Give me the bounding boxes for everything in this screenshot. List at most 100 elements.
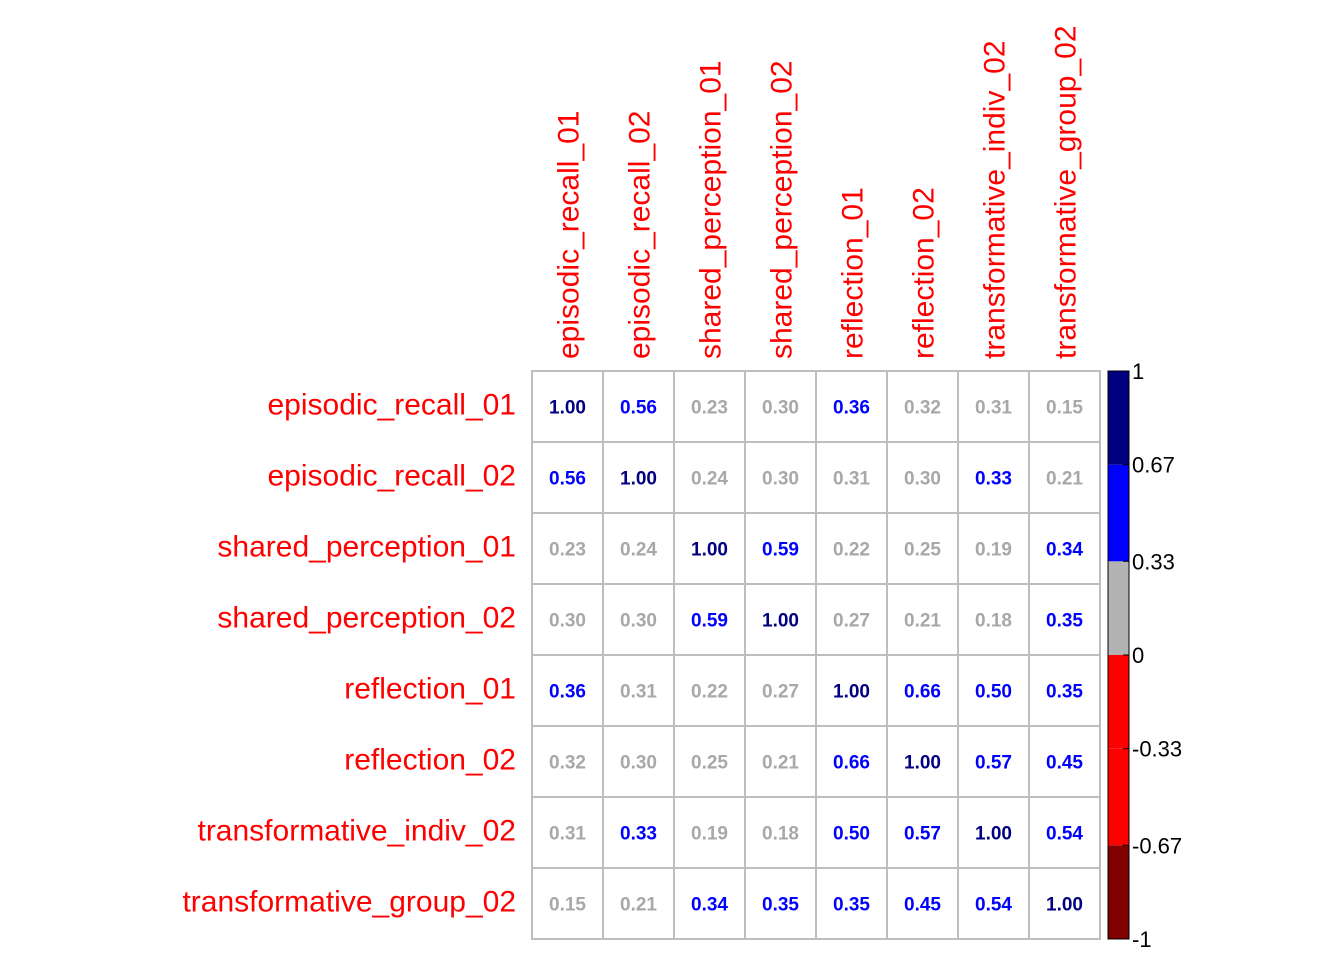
cell-r3-c2 (673, 583, 746, 656)
cell-r2-c1 (602, 512, 675, 585)
cell-value-r7-c7: 1.00 (1046, 895, 1083, 916)
cell-r1-c1 (602, 441, 675, 514)
cell-r7-c2 (673, 867, 746, 940)
row-label-episodic_recall_01: episodic_recall_01 (268, 389, 517, 422)
cell-value-r1-c3: 0.30 (762, 469, 799, 490)
cell-value-r3-c0: 0.30 (549, 611, 586, 632)
cell-value-r6-c1: 0.33 (620, 824, 657, 845)
cell-value-r1-c6: 0.33 (975, 469, 1012, 490)
cell-value-r2-c4: 0.22 (833, 540, 870, 561)
cell-r2-c3 (744, 512, 817, 585)
cell-value-r3-c2: 0.59 (691, 611, 728, 632)
cell-r0-c5 (886, 370, 959, 443)
cell-value-r1-c2: 0.24 (691, 469, 728, 490)
cell-r5-c5 (886, 725, 959, 798)
colorbar-tick-label-5: -0.67 (1132, 833, 1182, 858)
cell-value-r5-c0: 0.32 (549, 753, 586, 774)
cell-value-r1-c5: 0.30 (904, 469, 941, 490)
cell-r6-c6 (957, 796, 1030, 869)
cell-value-r7-c3: 0.35 (762, 895, 799, 916)
col-label-episodic_recall_02: episodic_recall_02 (624, 111, 657, 360)
cell-value-r2-c2: 1.00 (691, 540, 728, 561)
cell-value-r7-c0: 0.15 (549, 895, 586, 916)
cell-value-r3-c4: 0.27 (833, 611, 870, 632)
row-label-transformative_indiv_02: transformative_indiv_02 (197, 815, 516, 848)
cell-r6-c4 (815, 796, 888, 869)
cell-r1-c3 (744, 441, 817, 514)
cell-value-r4-c7: 0.35 (1046, 682, 1083, 703)
cell-r5-c6 (957, 725, 1030, 798)
cell-value-r4-c0: 0.36 (549, 682, 586, 703)
cell-value-r1-c1: 1.00 (620, 469, 657, 490)
cell-value-r6-c6: 1.00 (975, 824, 1012, 845)
cell-value-r5-c3: 0.21 (762, 753, 799, 774)
cell-value-r7-c2: 0.34 (691, 895, 728, 916)
cell-value-r5-c1: 0.30 (620, 753, 657, 774)
colorbar-bin-4 (1108, 464, 1129, 562)
colorbar-tick-label-6: -1 (1132, 927, 1152, 952)
cell-value-r1-c0: 0.56 (549, 469, 586, 490)
col-label-reflection_02: reflection_02 (908, 187, 941, 359)
cell-r7-c0 (531, 867, 604, 940)
cell-r3-c6 (957, 583, 1030, 656)
colorbar-bin-5 (1108, 371, 1129, 465)
col-label-transformative_group_02: transformative_group_02 (1050, 25, 1083, 359)
cell-value-r5-c7: 0.45 (1046, 753, 1083, 774)
cell-value-r2-c5: 0.25 (904, 540, 941, 561)
row-label-reflection_02: reflection_02 (344, 744, 516, 777)
cell-value-r7-c4: 0.35 (833, 895, 870, 916)
cell-value-r3-c6: 0.18 (975, 611, 1012, 632)
cell-r0-c1 (602, 370, 675, 443)
row-label-episodic_recall_02: episodic_recall_02 (268, 460, 517, 493)
row-label-shared_perception_01: shared_perception_01 (217, 531, 516, 564)
row-label-transformative_group_02: transformative_group_02 (182, 886, 516, 919)
cell-value-r7-c6: 0.54 (975, 895, 1012, 916)
cell-r3-c4 (815, 583, 888, 656)
cell-value-r0-c1: 0.56 (620, 398, 657, 419)
cell-value-r0-c5: 0.32 (904, 398, 941, 419)
cell-value-r1-c4: 0.31 (833, 469, 870, 490)
cell-value-r0-c2: 0.23 (691, 398, 728, 419)
col-label-shared_perception_01: shared_perception_01 (695, 60, 728, 359)
col-label-episodic_recall_01: episodic_recall_01 (553, 111, 586, 360)
cell-value-r2-c0: 0.23 (549, 540, 586, 561)
cell-r0-c0 (531, 370, 604, 443)
colorbar-tick-label-2: 0.33 (1132, 549, 1175, 574)
cell-value-r6-c4: 0.50 (833, 824, 870, 845)
cell-value-r3-c7: 0.35 (1046, 611, 1083, 632)
colorbar-bin-3 (1108, 561, 1129, 655)
colorbar-bin-0 (1108, 845, 1129, 939)
cell-r6-c0 (531, 796, 604, 869)
colorbar-tick-label-1: 0.67 (1132, 453, 1175, 478)
cell-value-r2-c7: 0.34 (1046, 540, 1083, 561)
cell-value-r0-c4: 0.36 (833, 398, 870, 419)
cell-value-r6-c2: 0.19 (691, 824, 728, 845)
cell-r2-c5 (886, 512, 959, 585)
cell-value-r7-c5: 0.45 (904, 895, 941, 916)
cell-value-r4-c6: 0.50 (975, 682, 1012, 703)
cell-value-r5-c4: 0.66 (833, 753, 870, 774)
cell-r5-c7 (1028, 725, 1101, 798)
cell-value-r4-c1: 0.31 (620, 682, 657, 703)
cell-r6-c5 (886, 796, 959, 869)
cell-value-r3-c5: 0.21 (904, 611, 941, 632)
cell-r2-c2 (673, 512, 746, 585)
cell-value-r4-c3: 0.27 (762, 682, 799, 703)
cell-value-r6-c0: 0.31 (549, 824, 586, 845)
row-label-reflection_01: reflection_01 (344, 673, 516, 706)
colorbar-tick-label-4: -0.33 (1132, 737, 1182, 762)
cell-value-r3-c1: 0.30 (620, 611, 657, 632)
cell-value-r6-c3: 0.18 (762, 824, 799, 845)
cell-value-r0-c0: 1.00 (549, 398, 586, 419)
cell-r1-c5 (886, 441, 959, 514)
cell-value-r1-c7: 0.21 (1046, 469, 1083, 490)
cell-value-r2-c3: 0.59 (762, 540, 799, 561)
cell-r2-c0 (531, 512, 604, 585)
cell-r0-c7 (1028, 370, 1101, 443)
colorbar-tick-label-0: 1 (1132, 359, 1144, 384)
col-label-shared_perception_02: shared_perception_02 (766, 60, 799, 359)
cell-value-r3-c3: 1.00 (762, 611, 799, 632)
cell-value-r7-c1: 0.21 (620, 895, 657, 916)
cell-value-r2-c6: 0.19 (975, 540, 1012, 561)
cell-value-r0-c6: 0.31 (975, 398, 1012, 419)
